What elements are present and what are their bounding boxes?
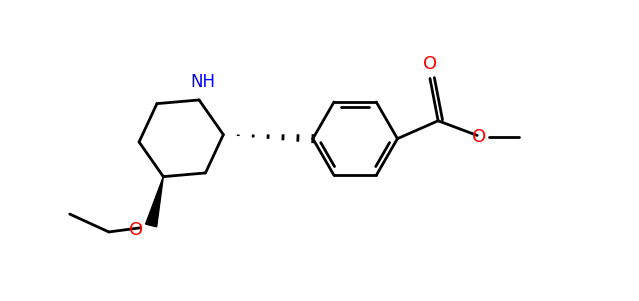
Text: O: O — [130, 221, 144, 238]
Text: O: O — [423, 55, 437, 73]
Polygon shape — [146, 177, 164, 227]
Text: NH: NH — [190, 73, 215, 91]
Text: O: O — [472, 128, 486, 146]
